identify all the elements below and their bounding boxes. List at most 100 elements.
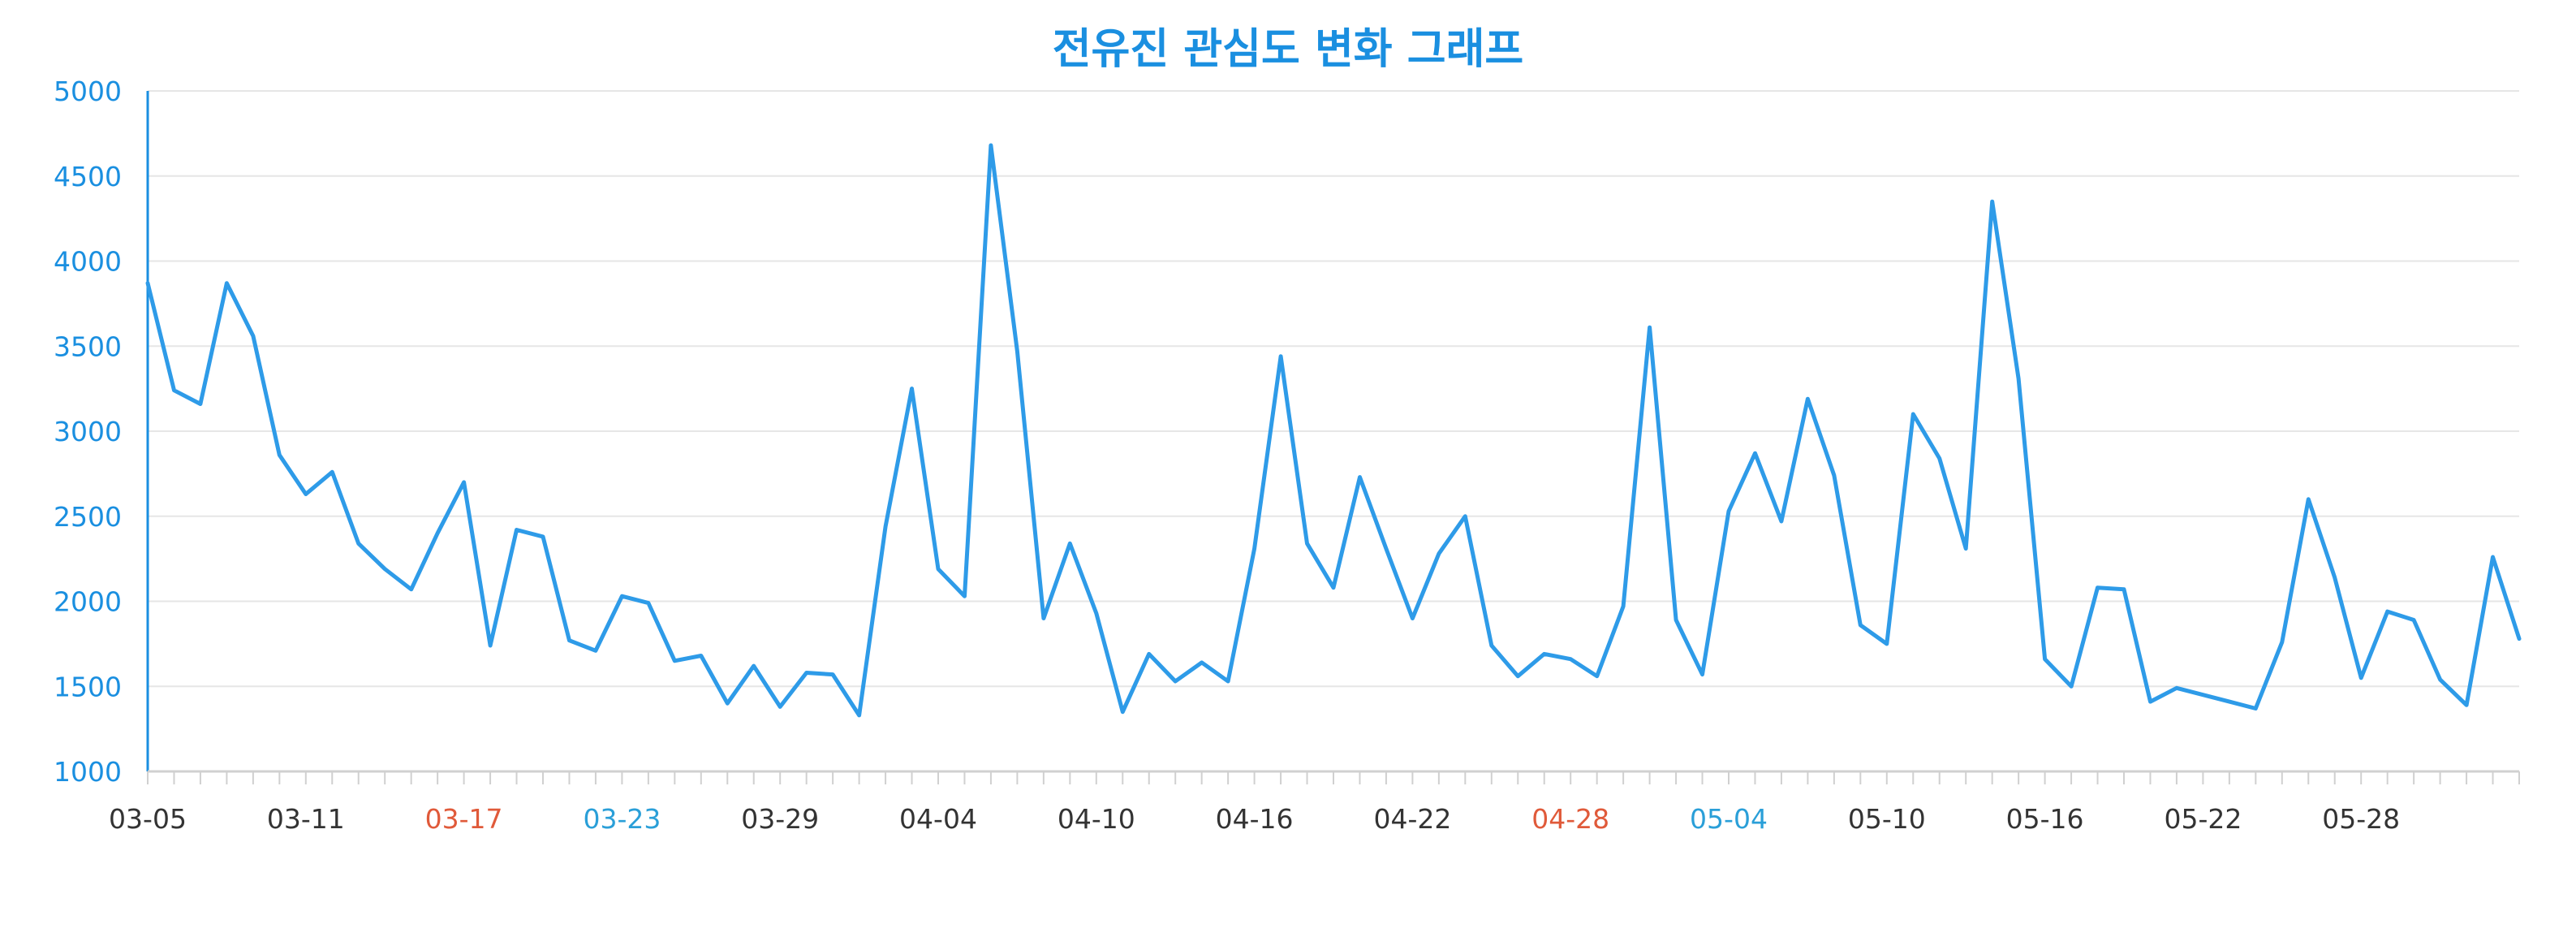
- y-axis: 1000 1500 2000 2500 3000 3500 4000 4500 5000: [54, 76, 149, 788]
- data-point: [225, 282, 228, 285]
- data-point: [884, 525, 887, 528]
- data-point: [146, 282, 149, 285]
- data-point: [567, 639, 571, 642]
- data-point: [2070, 685, 2073, 688]
- data-point: [700, 654, 703, 658]
- y-tick-label: 1500: [54, 671, 122, 702]
- data-point: [1806, 397, 1809, 400]
- data-point: [1148, 652, 1151, 655]
- data-point: [2492, 555, 2495, 559]
- data-point: [911, 387, 914, 391]
- data-point: [1332, 586, 1335, 590]
- x-tick-label: 03-11: [267, 803, 345, 835]
- data-point: [1121, 711, 1124, 714]
- data-point: [278, 453, 281, 456]
- data-point: [937, 568, 940, 571]
- data-point: [1859, 624, 1862, 627]
- chart-title: 전유진 관심도 변화 그래프: [1053, 25, 1524, 74]
- data-point: [2017, 377, 2020, 380]
- x-tick-label: 05-22: [2164, 803, 2242, 835]
- x-tick-label: 05-10: [1848, 803, 1926, 835]
- data-point: [2148, 700, 2152, 703]
- data-point: [2122, 588, 2126, 591]
- x-tick-label: 05-16: [2006, 803, 2084, 835]
- data-point: [199, 402, 202, 405]
- data-point: [1964, 547, 1967, 551]
- data-point: [1833, 473, 1836, 477]
- y-tick-label: 4500: [54, 161, 122, 192]
- data-point: [1306, 542, 1309, 545]
- data-point: [1385, 547, 1388, 551]
- data-point: [515, 529, 519, 532]
- data-point: [463, 481, 466, 484]
- data-point: [2281, 641, 2284, 644]
- data-point: [1516, 675, 1519, 678]
- data-point: [1727, 509, 1730, 512]
- data-point: [620, 594, 623, 598]
- x-tick-label: 05-04: [1690, 803, 1768, 835]
- data-point: [2359, 676, 2363, 680]
- data-point: [726, 702, 729, 705]
- data-point: [410, 588, 413, 591]
- x-tick-label: 04-10: [1058, 803, 1135, 835]
- data-point: [1596, 675, 1599, 678]
- data-point: [2175, 686, 2178, 689]
- data-point: [172, 389, 175, 392]
- y-tick-label: 3000: [54, 416, 122, 447]
- data-point: [330, 470, 334, 473]
- data-point: [489, 644, 492, 647]
- data-point: [1253, 547, 1256, 551]
- data-point: [1780, 520, 1783, 523]
- data-point: [436, 532, 439, 535]
- y-tick-label: 1000: [54, 756, 122, 788]
- grid-lines: [148, 90, 2519, 688]
- x-tick-label: 03-17: [425, 803, 503, 835]
- x-tick-label: 04-04: [899, 803, 977, 835]
- data-point: [778, 705, 782, 708]
- x-tick-label: 03-29: [741, 803, 819, 835]
- y-tick-label: 2500: [54, 501, 122, 533]
- data-point: [2386, 610, 2389, 613]
- data-point: [1411, 616, 1414, 620]
- data-point: [2228, 700, 2231, 703]
- data-point: [594, 649, 597, 652]
- data-point: [252, 335, 255, 338]
- data-point: [2439, 678, 2442, 681]
- data-point: [1648, 326, 1652, 329]
- data-point: [1938, 457, 1941, 460]
- data-point: [989, 144, 993, 147]
- data-point: [1015, 350, 1019, 353]
- data-point: [1911, 413, 1915, 416]
- data-point: [1991, 200, 1994, 203]
- data-point: [752, 664, 756, 667]
- data-point: [1622, 605, 1625, 608]
- data-point: [1068, 542, 1071, 545]
- data-point: [1174, 680, 1177, 683]
- x-tick-label: 03-23: [583, 803, 661, 835]
- data-point: [2307, 498, 2310, 501]
- series-layer: [145, 143, 2522, 718]
- data-point: [2465, 703, 2468, 706]
- data-point: [1095, 611, 1098, 615]
- x-tick-label: 05-28: [2322, 803, 2400, 835]
- x-tick-label: 03-05: [109, 803, 187, 835]
- data-point: [2201, 693, 2204, 697]
- data-point: [831, 673, 834, 676]
- data-point: [1674, 619, 1678, 622]
- x-axis: 03-05 03-11 03-17 03-23 03-29 04-04 04-10 04-16…: [109, 770, 2520, 835]
- data-point: [805, 671, 808, 674]
- x-tick-label: 04-22: [1373, 803, 1451, 835]
- data-point: [1358, 476, 1361, 479]
- data-point: [2096, 586, 2100, 590]
- data-point: [858, 714, 861, 717]
- data-point: [1279, 355, 1282, 358]
- data-point: [1463, 515, 1467, 518]
- data-point: [1490, 644, 1493, 647]
- data-point: [541, 535, 545, 538]
- data-point: [673, 659, 676, 663]
- data-point: [304, 493, 308, 496]
- data-point: [383, 568, 386, 571]
- data-point: [1437, 552, 1441, 555]
- data-point: [1753, 451, 1756, 455]
